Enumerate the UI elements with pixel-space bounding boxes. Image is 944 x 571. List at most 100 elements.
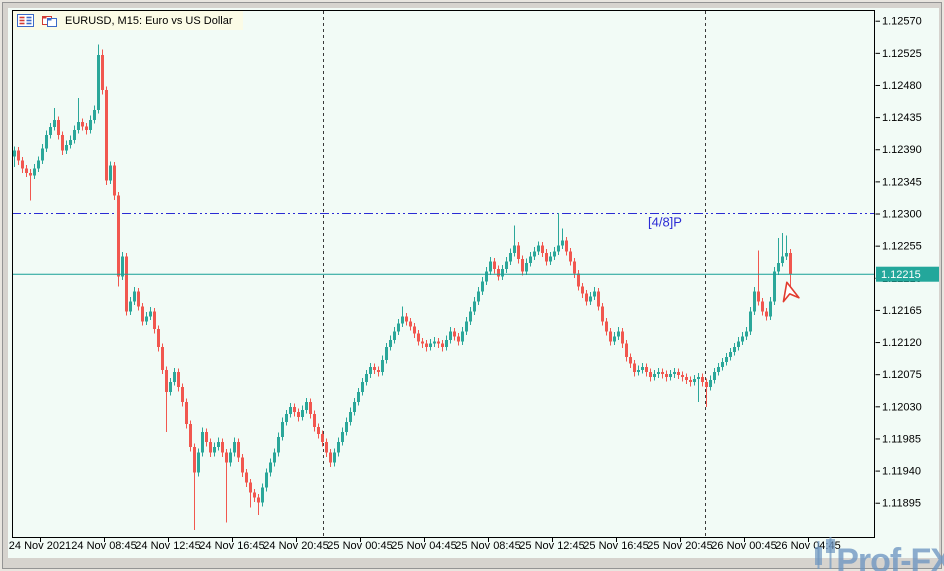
candle-body[interactable] (477, 291, 480, 302)
candle-body[interactable] (249, 482, 252, 493)
candle-body[interactable] (573, 261, 576, 274)
candle-body[interactable] (197, 452, 200, 473)
candle-body[interactable] (753, 291, 756, 312)
candle-body[interactable] (481, 281, 484, 292)
candle-body[interactable] (317, 427, 320, 435)
candle-body[interactable] (353, 402, 356, 413)
candle-body[interactable] (669, 374, 672, 378)
candle-body[interactable] (257, 497, 260, 503)
candle-body[interactable] (169, 382, 172, 393)
candle-body[interactable] (137, 291, 140, 307)
candle-body[interactable] (141, 306, 144, 322)
candle-body[interactable] (113, 165, 116, 196)
candle-body[interactable] (505, 261, 508, 270)
candle-body[interactable] (541, 245, 544, 253)
candle-body[interactable] (517, 245, 520, 260)
candle-body[interactable] (121, 256, 124, 277)
candle-body[interactable] (81, 122, 84, 127)
candle-body[interactable] (709, 379, 712, 388)
candle-body[interactable] (509, 252, 512, 262)
candle-body[interactable] (297, 412, 300, 418)
candle-body[interactable] (349, 412, 352, 423)
chart-windows-icon[interactable] (41, 14, 58, 28)
candle-body[interactable] (493, 261, 496, 270)
candle-body[interactable] (325, 442, 328, 453)
candle-body[interactable] (533, 251, 536, 257)
candle-body[interactable] (229, 452, 232, 463)
candle-body[interactable] (269, 462, 272, 473)
candle-body[interactable] (293, 407, 296, 413)
candle-body[interactable] (125, 256, 128, 312)
candle-body[interactable] (209, 442, 212, 453)
candle-body[interactable] (265, 472, 268, 488)
candle-body[interactable] (465, 321, 468, 332)
candle-body[interactable] (389, 339, 392, 348)
candle-body[interactable] (305, 402, 308, 410)
candle-body[interactable] (61, 134, 64, 151)
candle-body[interactable] (161, 347, 164, 370)
candle-body[interactable] (737, 341, 740, 348)
candle-body[interactable] (29, 172, 32, 176)
candle-body[interactable] (601, 306, 604, 322)
candle-body[interactable] (433, 341, 436, 344)
candle-body[interactable] (101, 54, 104, 90)
candle-body[interactable] (369, 367, 372, 375)
candle-body[interactable] (189, 424, 192, 448)
candle-body[interactable] (665, 374, 668, 378)
candle-body[interactable] (445, 339, 448, 348)
candle-body[interactable] (89, 119, 92, 130)
candle-body[interactable] (577, 273, 580, 287)
candle-body[interactable] (741, 336, 744, 342)
candle-body[interactable] (769, 301, 772, 317)
candle-body[interactable] (745, 331, 748, 337)
candle-body[interactable] (129, 301, 132, 312)
candle-body[interactable] (57, 119, 60, 135)
candle-body[interactable] (613, 336, 616, 342)
candle-body[interactable] (253, 492, 256, 498)
candle-body[interactable] (149, 311, 152, 317)
candle-body[interactable] (721, 362, 724, 368)
candle-body[interactable] (205, 432, 208, 443)
candle-body[interactable] (301, 409, 304, 418)
candle-body[interactable] (153, 311, 156, 330)
candle-body[interactable] (53, 119, 56, 128)
candle-body[interactable] (549, 256, 552, 262)
candle-body[interactable] (461, 331, 464, 342)
candle-body[interactable] (761, 301, 764, 312)
candle-body[interactable] (657, 372, 660, 375)
candle-body[interactable] (705, 382, 708, 388)
price-axis[interactable]: 1.12570 1.12525 1.12480 1.12435 1.12390 1.123… (875, 16, 922, 510)
candle-body[interactable] (593, 291, 596, 297)
candle-body[interactable] (689, 379, 692, 383)
candle-body[interactable] (397, 323, 400, 332)
candle-body[interactable] (605, 321, 608, 332)
candle-body[interactable] (41, 148, 44, 161)
candle-body[interactable] (273, 452, 276, 463)
candle-body[interactable] (225, 452, 228, 463)
candle-body[interactable] (37, 160, 40, 169)
candle-body[interactable] (393, 331, 396, 340)
candle-body[interactable] (617, 331, 620, 337)
candle-body[interactable] (449, 331, 452, 340)
candle-body[interactable] (457, 336, 460, 342)
candle-body[interactable] (285, 414, 288, 423)
candle-body[interactable] (65, 144, 68, 151)
candle-body[interactable] (497, 269, 500, 277)
candle-body[interactable] (677, 372, 680, 375)
level-line-label[interactable]: [4/8]P (648, 215, 682, 230)
candle-body[interactable] (97, 54, 100, 110)
chart-properties-icon[interactable] (17, 14, 34, 27)
candle-body[interactable] (545, 252, 548, 262)
candle-body[interactable] (765, 311, 768, 317)
candle-body[interactable] (789, 252, 792, 275)
candle-body[interactable] (381, 359, 384, 373)
candle-body[interactable] (181, 387, 184, 403)
candle-body[interactable] (585, 293, 588, 302)
candle-body[interactable] (241, 457, 244, 473)
candle-body[interactable] (401, 316, 404, 324)
candle-body[interactable] (357, 392, 360, 403)
candle-body[interactable] (649, 372, 652, 378)
candle-body[interactable] (157, 329, 160, 348)
